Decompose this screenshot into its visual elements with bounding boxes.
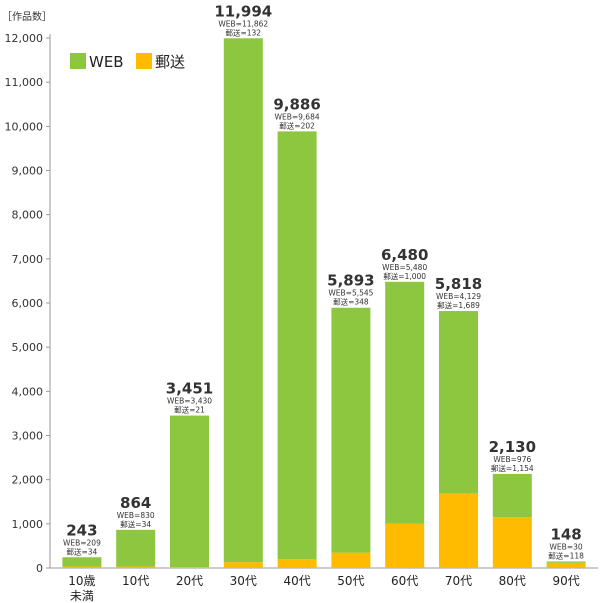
bar-mail-3: [170, 567, 209, 568]
legend-swatch-mail: [136, 53, 152, 69]
y-tick-label: 0: [36, 562, 43, 575]
legend: WEB 郵送: [70, 53, 185, 71]
y-tick-label: 9,000: [12, 165, 44, 178]
bar-mail-label: 郵送=1,000: [383, 271, 426, 281]
bars: [62, 38, 586, 568]
y-tick-label: 2,000: [12, 474, 44, 487]
bar-mail-6: [331, 552, 371, 568]
bar-total-label: 148: [550, 525, 581, 543]
y-tick-label: 11,000: [5, 76, 44, 89]
bar-total-label: 864: [120, 494, 151, 512]
bar-web-label: WEB=830: [117, 511, 155, 520]
x-category-label: 50代: [337, 574, 364, 588]
legend-label-web: WEB: [89, 53, 124, 71]
bar-web-7: [385, 281, 425, 524]
x-category-label: 20代: [176, 574, 203, 588]
y-tick-label: 5,000: [12, 341, 44, 354]
bar-web-6: [331, 307, 371, 553]
y-tick-label: 8,000: [12, 209, 44, 222]
bar-mail-8: [439, 493, 478, 568]
bar-web-4: [223, 38, 263, 563]
bar-mail-1: [62, 566, 102, 568]
x-category-label: 60代: [391, 574, 418, 588]
x-category-label: 10歳: [68, 574, 95, 588]
bar-mail-2: [116, 566, 156, 568]
bar-mail-9: [492, 517, 532, 568]
bar-web-label: WEB=3,430: [167, 397, 212, 406]
x-category-label: 30代: [230, 574, 257, 588]
bar-mail-label: 郵送=202: [279, 120, 315, 130]
y-tick-label: 7,000: [12, 253, 44, 266]
legend-swatch-web: [70, 53, 86, 69]
bar-total-label: 3,451: [166, 380, 213, 398]
bar-web-2: [116, 529, 156, 567]
bar-mail-label: 郵送=132: [225, 27, 261, 37]
x-category-label: 70代: [445, 574, 472, 588]
bar-total-label: 5,893: [327, 272, 374, 290]
legend-label-mail: 郵送: [155, 53, 185, 71]
data-labels: 243WEB=209郵送=3410歳未満864WEB=830郵送=3410代3,…: [63, 2, 584, 603]
bar-mail-4: [223, 562, 263, 568]
bar-web-label: WEB=5,480: [382, 263, 427, 272]
bar-total-label: 2,130: [489, 438, 536, 456]
x-category-label: 40代: [283, 574, 310, 588]
bar-web-label: WEB=11,862: [218, 19, 268, 28]
bar-web-8: [439, 311, 478, 494]
bar-mail-7: [385, 523, 425, 568]
bar-mail-label: 郵送=21: [174, 405, 205, 415]
bar-total-label: 11,994: [214, 2, 272, 20]
bar-web-label: WEB=4,129: [436, 292, 481, 301]
bar-web-label: WEB=30: [550, 542, 583, 551]
y-tick-label: 1,000: [12, 518, 44, 531]
y-tick-label: 6,000: [12, 297, 44, 310]
bar-mail-label: 郵送=348: [333, 297, 369, 307]
bar-mail-10: [546, 562, 586, 568]
bar-web-5: [277, 131, 317, 560]
bar-web-label: WEB=5,545: [328, 289, 373, 298]
bar-total-label: 5,818: [435, 275, 482, 293]
bar-total-label: 6,480: [381, 246, 428, 264]
bar-mail-label: 郵送=1,154: [491, 463, 534, 473]
bar-web-10: [546, 561, 586, 563]
y-axis-unit-label: ［作品数］: [2, 10, 52, 23]
y-tick-label: 10,000: [5, 120, 44, 133]
bar-web-label: WEB=209: [63, 538, 101, 547]
bar-web-label: WEB=976: [493, 455, 531, 464]
bar-web-1: [62, 557, 102, 567]
bar-web-label: WEB=9,684: [275, 112, 320, 121]
y-tick-label: 12,000: [5, 32, 44, 45]
x-category-label: 10代: [122, 574, 149, 588]
y-tick-label: 3,000: [12, 430, 44, 443]
bar-mail-label: 郵送=34: [120, 519, 151, 529]
bar-mail-label: 郵送=1,689: [437, 300, 480, 310]
bar-mail-label: 郵送=34: [66, 546, 97, 556]
bar-mail-5: [277, 559, 317, 568]
axes: 0 1,000 2,000 3,000 4,000 5,000 6,000 7,000 8,00…: [5, 32, 598, 575]
y-tick-label: 4,000: [12, 385, 44, 398]
bar-total-label: 243: [66, 521, 97, 539]
bar-web-3: [170, 415, 209, 568]
x-category-label: 90代: [552, 574, 579, 588]
x-category-label: 未満: [70, 589, 94, 603]
bar-total-label: 9,886: [273, 95, 320, 113]
bar-web-9: [492, 473, 532, 518]
bar-mail-label: 郵送=118: [548, 550, 584, 560]
x-category-label: 80代: [499, 574, 526, 588]
